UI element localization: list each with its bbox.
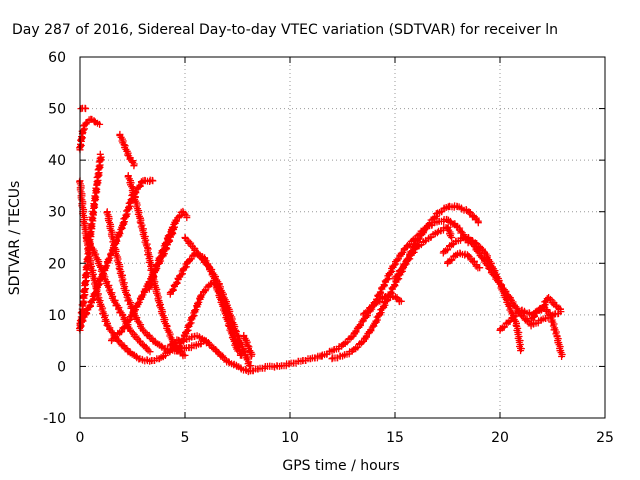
plus-marker (82, 234, 154, 356)
y-tick-label: 40 (48, 153, 66, 169)
series-arc-c (77, 104, 90, 113)
x-tick-label: 10 (281, 430, 299, 446)
series-arc-q (240, 332, 256, 360)
x-tick-label: 5 (181, 430, 190, 446)
series-arc-z (528, 304, 566, 360)
x-tick-label: 0 (76, 430, 85, 446)
y-tick-label: -10 (43, 411, 66, 427)
series-arc-u (391, 223, 456, 283)
y-tick-label: 20 (48, 256, 66, 272)
plot-border (79, 56, 606, 419)
y-tick-label: 60 (48, 50, 66, 66)
series-arc-f (82, 234, 154, 356)
x-tick-label: 20 (491, 430, 509, 446)
y-tick-label: 30 (48, 205, 66, 221)
x-axis-label: GPS time / hours (282, 458, 399, 474)
chart-title: Day 287 of 2016, Sidereal Day-to-day VTE… (12, 22, 558, 38)
y-axis-label: SDTVAR / TECUs (7, 181, 23, 296)
plus-marker (391, 223, 456, 283)
plus-marker (77, 104, 90, 113)
series-arc-i (116, 130, 138, 170)
series-arc-w (444, 249, 484, 272)
series-arc-o (181, 234, 255, 370)
plus-marker (116, 130, 138, 170)
plus-marker (181, 234, 255, 370)
series-arc-k (145, 207, 191, 293)
plus-marker (528, 304, 566, 360)
plus-marker (240, 332, 256, 360)
plus-marker (145, 207, 191, 293)
plus-marker (360, 292, 405, 319)
plus-marker (213, 347, 326, 376)
plus-marker (444, 249, 484, 272)
series-arc-p (213, 347, 326, 376)
y-tick-label: 10 (48, 308, 66, 324)
series-arc-t (360, 292, 405, 319)
ticks: 0 5 10 15 20 25 -10 0 10 20 30 40 50 60 (43, 50, 614, 446)
x-tick-label: 25 (596, 430, 614, 446)
x-tick-label: 15 (386, 430, 404, 446)
y-tick-label: 0 (57, 359, 66, 375)
y-tick-label: 50 (48, 102, 66, 118)
